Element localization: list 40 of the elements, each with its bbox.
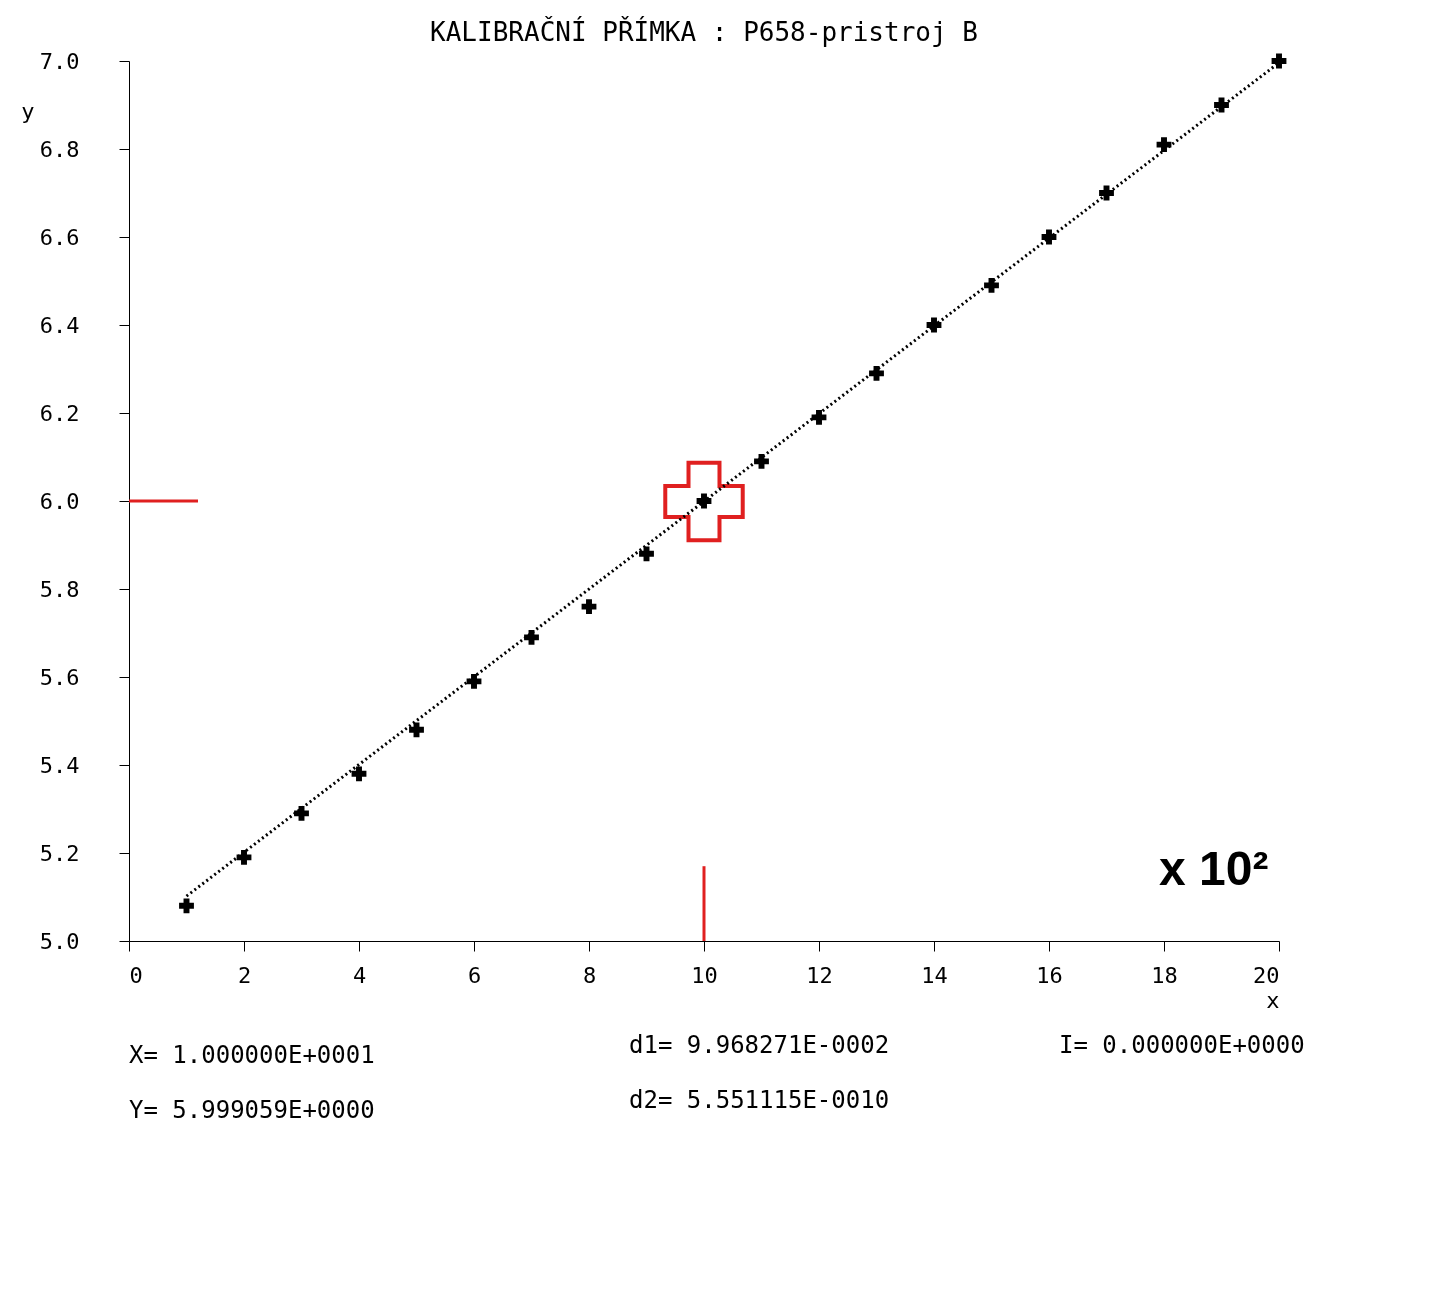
x-axis-title: x: [1266, 987, 1280, 1013]
annotation: x 10²: [1159, 842, 1269, 895]
y-tick-label: 6.0: [39, 488, 80, 514]
text: I= 0.000000E+0000: [1059, 1031, 1305, 1059]
x-tick-label: 6: [467, 962, 482, 988]
text: Y= 5.999059E+0000: [129, 1096, 375, 1124]
point: [409, 722, 424, 738]
y-tick-label: 6.4: [39, 312, 80, 338]
y-tick-label: 6.2: [39, 400, 80, 426]
point: [581, 599, 597, 615]
y-tick-label: 5.8: [39, 576, 80, 602]
x-tick-label: 18: [1151, 962, 1178, 988]
x-tick-label: 2: [237, 962, 252, 988]
x-tick-label: 20: [1253, 962, 1280, 988]
x-tick-label: 16: [1036, 962, 1063, 988]
point: [466, 673, 482, 689]
y-tick-label: 6.8: [39, 136, 80, 162]
y-tick-label: 5.0: [39, 928, 80, 954]
text: d2= 5.551115E-0010: [629, 1086, 890, 1114]
y-axis-title: y: [21, 98, 35, 124]
text: X= 1.000000E+0001: [129, 1041, 375, 1069]
y-tick-label: 6.6: [39, 224, 80, 250]
point: [351, 766, 367, 782]
x-tick-label: 0: [129, 962, 143, 988]
chart-title: KALIBRAČNÍ PŘÍMKA : P658-pristroj B: [430, 16, 978, 47]
y-tick-label: 5.6: [39, 664, 80, 690]
y-tick-label: 7.0: [39, 48, 80, 74]
point: [1271, 53, 1287, 69]
x-tick-label: 12: [806, 962, 833, 988]
point: [663, 460, 745, 543]
text: d1= 9.968271E-0002: [629, 1031, 890, 1059]
point: [639, 546, 654, 562]
point: [179, 898, 194, 914]
x-tick-label: 4: [352, 962, 367, 988]
y-tick-label: 5.2: [39, 840, 80, 866]
x-tick-label: 10: [691, 962, 718, 988]
y-tick-label: 5.4: [39, 752, 80, 778]
point: [1156, 137, 1172, 153]
x-tick-label: 8: [582, 962, 597, 988]
x-tick-label: 14: [921, 962, 948, 988]
